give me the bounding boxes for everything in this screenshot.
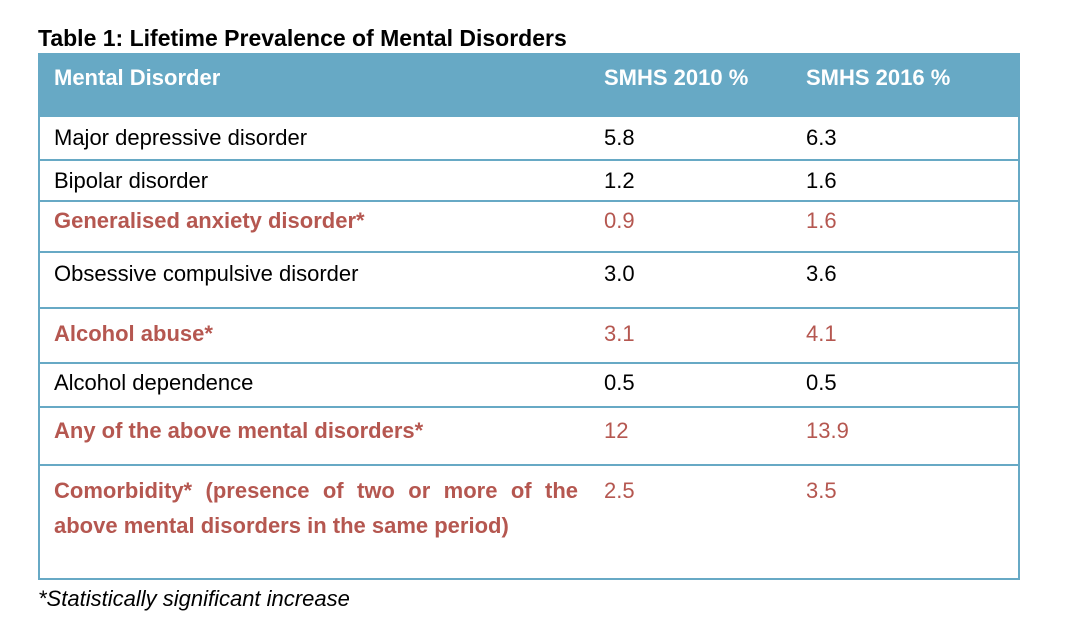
table-title: Table 1: Lifetime Prevalence of Mental D… <box>38 25 567 51</box>
table-header: Mental Disorder SMHS 2010 % SMHS 2016 % <box>40 55 1018 117</box>
smhs-2010-value: 3.1 <box>604 321 635 346</box>
table-row: Any of the above mental disorders* 12 13… <box>40 408 1018 466</box>
disorder-name: Generalised anxiety disorder* <box>54 208 365 233</box>
table-row: Alcohol dependence 0.5 0.5 <box>40 364 1018 408</box>
disorder-name: Any of the above mental disorders* <box>54 418 424 443</box>
prevalence-table: Mental Disorder SMHS 2010 % SMHS 2016 % … <box>38 53 1020 580</box>
smhs-2016-value: 1.6 <box>806 208 837 233</box>
disorder-name: Obsessive compulsive disorder <box>54 261 359 286</box>
smhs-2010-value: 0.5 <box>604 370 635 395</box>
smhs-2016-value: 0.5 <box>806 370 837 395</box>
smhs-2010-value: 0.9 <box>604 208 635 233</box>
header-mental-disorder: Mental Disorder <box>54 65 221 90</box>
disorder-name: Major depressive disorder <box>54 125 308 150</box>
smhs-2016-value: 1.6 <box>806 168 837 193</box>
disorder-name: Comorbidity* (presence of two or more of… <box>54 478 578 538</box>
smhs-2016-value: 3.6 <box>806 261 837 286</box>
table-row: Generalised anxiety disorder* 0.9 1.6 <box>40 202 1018 253</box>
smhs-2010-value: 2.5 <box>604 478 635 503</box>
table-row: Obsessive compulsive disorder 3.0 3.6 <box>40 253 1018 309</box>
smhs-2010-value: 5.8 <box>604 125 635 150</box>
disorder-name: Alcohol dependence <box>54 370 254 395</box>
smhs-2016-value: 6.3 <box>806 125 837 150</box>
smhs-2010-value: 1.2 <box>604 168 635 193</box>
table-row: Alcohol abuse* 3.1 4.1 <box>40 309 1018 364</box>
smhs-2010-value: 3.0 <box>604 261 635 286</box>
smhs-2016-value: 13.9 <box>806 418 849 443</box>
disorder-name: Bipolar disorder <box>54 168 209 193</box>
smhs-2016-value: 4.1 <box>806 321 837 346</box>
footnote: *Statistically significant increase <box>38 586 350 611</box>
header-smhs-2010: SMHS 2010 % <box>604 65 749 90</box>
smhs-2010-value: 12 <box>604 418 629 443</box>
table-row: Bipolar disorder 1.2 1.6 <box>40 161 1018 202</box>
table-row: Major depressive disorder 5.8 6.3 <box>40 117 1018 161</box>
table-row: Comorbidity* (presence of two or more of… <box>40 466 1018 578</box>
disorder-name: Alcohol abuse* <box>54 321 213 346</box>
header-smhs-2016: SMHS 2016 % <box>806 65 951 90</box>
smhs-2016-value: 3.5 <box>806 478 837 503</box>
